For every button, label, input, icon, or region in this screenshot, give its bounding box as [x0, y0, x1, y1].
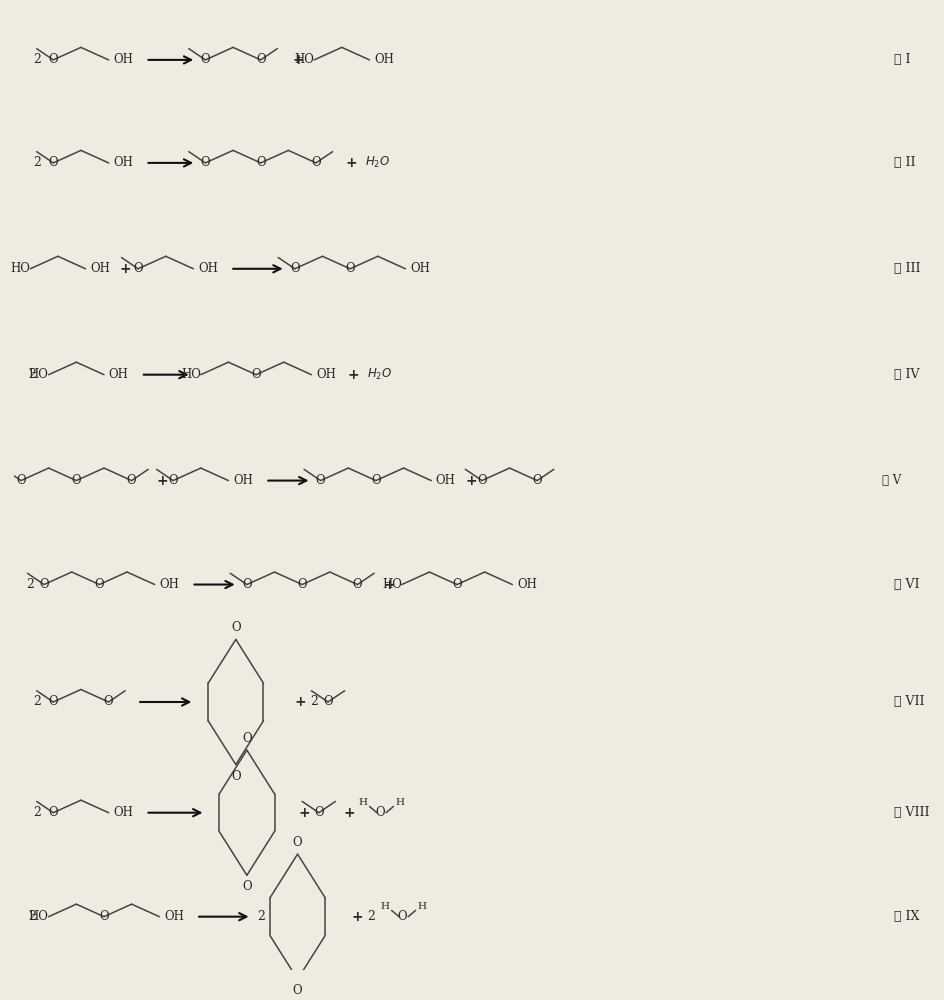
Text: OH: OH — [198, 262, 218, 275]
Text: OH: OH — [374, 53, 394, 66]
Text: OH: OH — [233, 474, 253, 487]
Text: OH: OH — [410, 262, 430, 275]
Text: O: O — [242, 578, 251, 591]
Text: O: O — [16, 474, 25, 487]
Text: H: H — [417, 902, 426, 911]
Text: OH: OH — [163, 910, 183, 923]
Text: O: O — [293, 984, 302, 997]
Text: O: O — [531, 474, 542, 487]
Text: 式 I: 式 I — [893, 53, 910, 66]
Text: +: + — [346, 368, 359, 382]
Text: O: O — [345, 262, 355, 275]
Text: 2: 2 — [28, 910, 36, 923]
Text: O: O — [200, 156, 210, 169]
Text: O: O — [242, 880, 251, 893]
Text: 2: 2 — [33, 53, 41, 66]
Text: HO: HO — [294, 53, 313, 66]
Text: OH: OH — [113, 53, 133, 66]
Text: O: O — [126, 474, 136, 487]
Text: 2: 2 — [310, 695, 318, 708]
Text: O: O — [256, 53, 265, 66]
Text: H: H — [358, 798, 367, 807]
Text: O: O — [290, 262, 299, 275]
Text: O: O — [230, 621, 241, 634]
Text: $H_2O$: $H_2O$ — [364, 155, 390, 170]
Text: 式 II: 式 II — [893, 156, 915, 169]
Text: +: + — [351, 910, 362, 924]
Text: O: O — [104, 695, 113, 708]
Text: O: O — [48, 806, 58, 819]
Text: HO: HO — [381, 578, 401, 591]
Text: OH: OH — [435, 474, 455, 487]
Text: O: O — [242, 732, 251, 745]
Text: 式 VII: 式 VII — [893, 695, 923, 708]
Text: O: O — [48, 53, 58, 66]
Text: HO: HO — [28, 910, 49, 923]
Text: O: O — [72, 474, 81, 487]
Text: 2: 2 — [367, 910, 375, 923]
Text: O: O — [376, 806, 385, 819]
Text: O: O — [293, 836, 302, 849]
Text: O: O — [40, 578, 49, 591]
Text: O: O — [48, 695, 58, 708]
Text: 2: 2 — [28, 368, 36, 381]
Text: O: O — [230, 770, 241, 783]
Text: O: O — [94, 578, 104, 591]
Text: OH: OH — [516, 578, 536, 591]
Text: O: O — [323, 695, 332, 708]
Text: O: O — [371, 474, 380, 487]
Text: O: O — [133, 262, 143, 275]
Text: 2: 2 — [33, 156, 41, 169]
Text: O: O — [297, 578, 307, 591]
Text: 2: 2 — [257, 910, 264, 923]
Text: HO: HO — [180, 368, 200, 381]
Text: +: + — [119, 262, 131, 276]
Text: 式 IV: 式 IV — [893, 368, 919, 381]
Text: O: O — [477, 474, 486, 487]
Text: 式 VI: 式 VI — [893, 578, 919, 591]
Text: +: + — [345, 156, 357, 170]
Text: H: H — [380, 902, 389, 911]
Text: O: O — [315, 474, 325, 487]
Text: 式 VIII: 式 VIII — [893, 806, 929, 819]
Text: 2: 2 — [26, 578, 34, 591]
Text: OH: OH — [113, 806, 133, 819]
Text: H: H — [395, 798, 404, 807]
Text: O: O — [251, 368, 261, 381]
Text: O: O — [48, 156, 58, 169]
Text: O: O — [99, 910, 109, 923]
Text: OH: OH — [109, 368, 128, 381]
Text: 式 IX: 式 IX — [893, 910, 919, 923]
Text: O: O — [452, 578, 462, 591]
Text: OH: OH — [113, 156, 133, 169]
Text: HO: HO — [10, 262, 30, 275]
Text: +: + — [343, 806, 355, 820]
Text: 式 V: 式 V — [881, 474, 901, 487]
Text: +: + — [156, 474, 168, 488]
Text: O: O — [256, 156, 265, 169]
Text: HO: HO — [28, 368, 49, 381]
Text: $H_2O$: $H_2O$ — [366, 367, 392, 382]
Text: O: O — [168, 474, 177, 487]
Text: OH: OH — [315, 368, 335, 381]
Text: O: O — [352, 578, 362, 591]
Text: O: O — [397, 910, 407, 923]
Text: +: + — [293, 53, 304, 67]
Text: +: + — [464, 474, 476, 488]
Text: 2: 2 — [33, 806, 41, 819]
Text: 式 III: 式 III — [893, 262, 919, 275]
Text: +: + — [298, 806, 310, 820]
Text: O: O — [200, 53, 210, 66]
Text: 2: 2 — [33, 695, 41, 708]
Text: O: O — [313, 806, 323, 819]
Text: OH: OH — [90, 262, 110, 275]
Text: +: + — [295, 695, 306, 709]
Text: OH: OH — [160, 578, 179, 591]
Text: O: O — [311, 156, 320, 169]
Text: +: + — [383, 578, 396, 592]
